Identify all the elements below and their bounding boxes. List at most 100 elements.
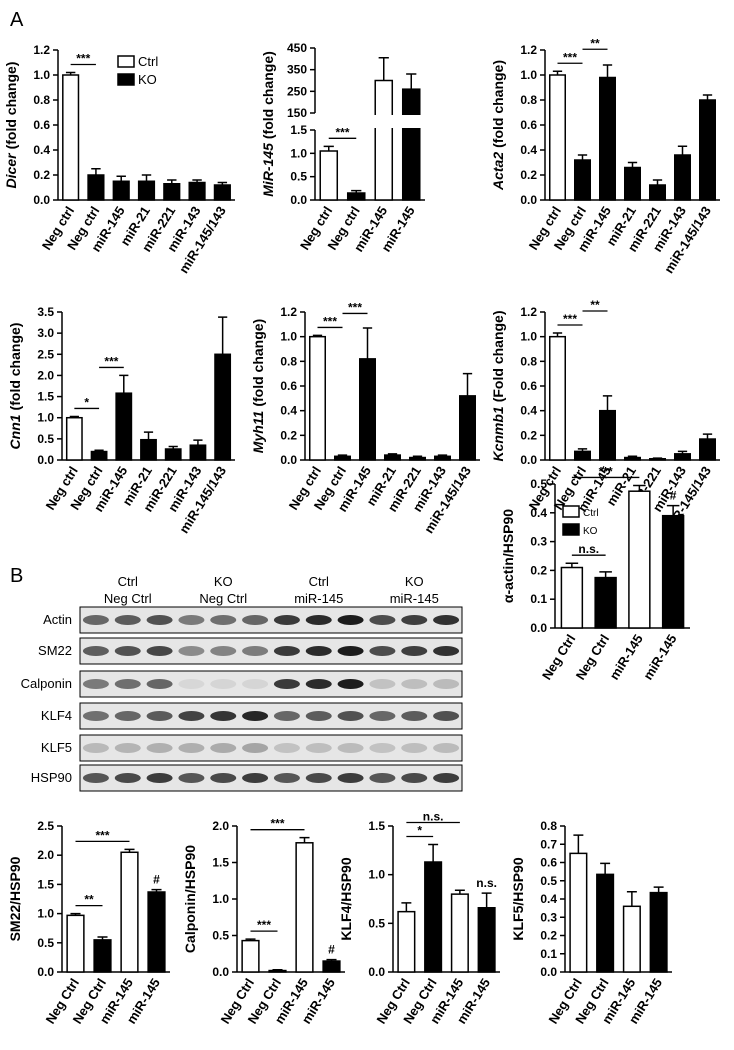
bar bbox=[241, 939, 260, 973]
legend-swatch bbox=[562, 505, 580, 518]
blot-band bbox=[337, 615, 364, 625]
bar bbox=[549, 335, 566, 461]
bar bbox=[624, 456, 641, 461]
error-bar bbox=[552, 332, 563, 337]
significance-label: *** bbox=[563, 50, 577, 64]
y-tick-label: 0.1 bbox=[530, 592, 547, 606]
y-tick-label: 0.0 bbox=[33, 193, 50, 207]
error-bar bbox=[65, 71, 76, 75]
y-tick-label: 1.0 bbox=[37, 907, 54, 921]
y-tick-label: 1.0 bbox=[368, 868, 385, 882]
error-bar bbox=[387, 453, 398, 456]
blot-band bbox=[114, 743, 141, 753]
blot-band bbox=[210, 615, 237, 625]
blot-band bbox=[114, 711, 141, 721]
bar bbox=[599, 409, 616, 461]
bar bbox=[90, 450, 108, 461]
y-axis-title: MiR-145 (fold change) bbox=[260, 51, 276, 197]
significance-label: ** bbox=[590, 298, 600, 312]
error-bar bbox=[633, 484, 646, 492]
y-tick-label: 0.0 bbox=[530, 621, 547, 635]
y-tick-label: 0.0 bbox=[212, 965, 229, 979]
bar bbox=[477, 907, 496, 973]
y-tick-label: 0.4 bbox=[33, 143, 50, 157]
blot-band bbox=[82, 773, 109, 783]
bar bbox=[214, 353, 232, 461]
error-bar bbox=[428, 843, 439, 863]
y-tick-label: 1.5 bbox=[212, 856, 229, 870]
bar bbox=[649, 458, 666, 461]
blot-band bbox=[273, 711, 300, 721]
blot-band bbox=[146, 679, 173, 689]
error-bar bbox=[218, 316, 228, 355]
blot-band bbox=[114, 615, 141, 625]
y-tick-label: 0.8 bbox=[280, 354, 297, 368]
blot-row-label: HSP90 bbox=[31, 770, 72, 785]
y-axis-unit: (fold change) bbox=[7, 323, 23, 411]
y-tick-label: 1.0 bbox=[212, 892, 229, 906]
error-bar bbox=[94, 449, 104, 452]
blot-band bbox=[337, 646, 364, 656]
error-bar bbox=[462, 372, 473, 396]
blot-band bbox=[210, 711, 237, 721]
error-bar bbox=[323, 145, 334, 151]
blot-band bbox=[114, 679, 141, 689]
bar bbox=[66, 914, 85, 973]
error-bar bbox=[193, 439, 203, 446]
error-bar bbox=[677, 145, 688, 155]
y-axis-title: SM22/HSP90 bbox=[7, 856, 23, 941]
significance-label: *** bbox=[104, 354, 118, 368]
y-axis-gene: Cnn1 bbox=[7, 414, 23, 449]
y-axis-gene: Dicer bbox=[3, 152, 19, 189]
significance-label: ** bbox=[84, 893, 94, 907]
legend-label: Ctrl bbox=[138, 54, 158, 69]
bar bbox=[319, 150, 339, 201]
blot-band bbox=[305, 743, 332, 753]
blot-band bbox=[305, 615, 332, 625]
error-bar bbox=[599, 571, 612, 578]
y-tick-label: 0.3 bbox=[530, 535, 547, 549]
error-bar bbox=[168, 445, 178, 450]
legend-swatch bbox=[562, 523, 580, 536]
error-bar bbox=[97, 936, 108, 940]
blot-band bbox=[305, 711, 332, 721]
error-bar bbox=[116, 175, 126, 182]
y-tick-label: 0.0 bbox=[520, 193, 537, 207]
significance-label: *** bbox=[95, 828, 109, 842]
bar bbox=[699, 438, 716, 461]
blot-band bbox=[146, 711, 173, 721]
y-tick-label: 0.6 bbox=[520, 118, 537, 132]
blot-band bbox=[273, 679, 300, 689]
blot-band bbox=[337, 679, 364, 689]
y-tick-label: 0.6 bbox=[280, 379, 297, 393]
y-tick-label: 1.5 bbox=[37, 877, 54, 891]
y-tick-label: 0.2 bbox=[540, 929, 557, 943]
significance-label: ** bbox=[590, 36, 600, 50]
blot-band bbox=[337, 711, 364, 721]
blot-band bbox=[305, 646, 332, 656]
y-tick-label: 0.0 bbox=[280, 453, 297, 467]
y-axis-gene: Kcnmb1 bbox=[490, 406, 506, 461]
blot-band bbox=[369, 646, 396, 656]
y-tick-label: 250 bbox=[287, 84, 307, 98]
bar bbox=[309, 335, 326, 461]
significance-label: # bbox=[670, 489, 677, 503]
blot-row-label: Actin bbox=[43, 612, 72, 627]
blot-band bbox=[242, 743, 269, 753]
bar bbox=[334, 455, 351, 461]
significance-label: *** bbox=[348, 300, 362, 314]
bar bbox=[188, 181, 206, 201]
blot-strip bbox=[79, 702, 463, 730]
bar bbox=[137, 180, 156, 201]
y-tick-label: 0.5 bbox=[530, 477, 547, 491]
error-bar bbox=[378, 57, 389, 81]
bar bbox=[649, 891, 668, 973]
y-tick-label: 150 bbox=[287, 106, 307, 120]
error-bar bbox=[70, 912, 81, 916]
error-bar bbox=[652, 179, 663, 185]
blot-band bbox=[178, 773, 205, 783]
y-axis-title: Myh11 (fold change) bbox=[250, 319, 266, 453]
bar bbox=[599, 76, 616, 201]
bar bbox=[409, 456, 426, 461]
